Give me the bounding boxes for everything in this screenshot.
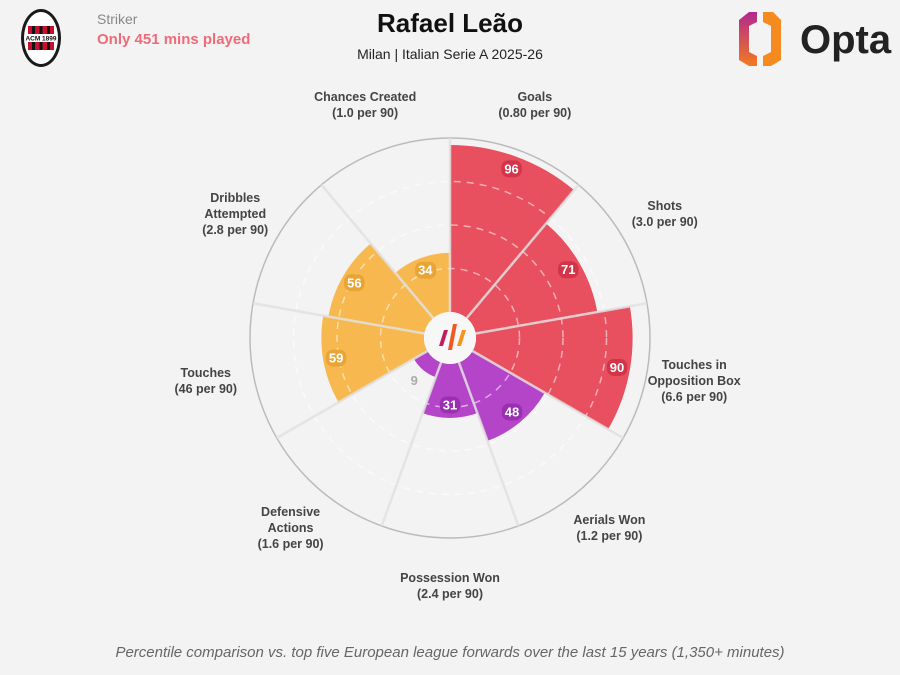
crest-text: ACM 1899 — [25, 36, 56, 43]
value-label: 31 — [443, 397, 457, 412]
category-label: Attempted — [204, 207, 266, 221]
bar-shots — [466, 223, 598, 334]
ring-75 — [292, 180, 608, 496]
spoke — [471, 349, 624, 440]
subtitle: Milan | Italian Serie A 2025-26 — [357, 46, 543, 62]
category-label: Actions — [268, 521, 314, 535]
opta-mark-icon — [439, 330, 448, 346]
value-badge — [415, 261, 437, 279]
category-label: (2.4 per 90) — [417, 587, 483, 601]
category-label: (46 per 90) — [175, 382, 238, 396]
category-label: Touches in — [662, 358, 727, 372]
bar-dribbles-attempted — [328, 243, 434, 334]
opta-mark-icon — [457, 330, 466, 346]
value-label: 96 — [504, 161, 518, 176]
category-label: Shots — [647, 199, 682, 213]
bar-touches-in-opposition-box — [472, 306, 633, 430]
bar-touches — [321, 315, 428, 403]
category-label: (0.80 per 90) — [498, 106, 571, 120]
category-label: Defensive — [261, 505, 320, 519]
ac-milan-crest: ACM 1899 — [21, 9, 61, 67]
category-label: (3.0 per 90) — [632, 215, 698, 229]
minutes-note: Only 451 mins played — [97, 31, 251, 48]
value-badge — [501, 160, 522, 178]
category-label: Goals — [517, 90, 552, 104]
spoke — [380, 362, 443, 527]
spoke — [475, 302, 648, 335]
category-label: Chances Created — [314, 90, 416, 104]
opta-mark-icon — [448, 324, 457, 350]
center-hub — [424, 312, 476, 364]
opta-brand: Opta — [800, 18, 892, 62]
value-badge — [558, 261, 579, 279]
value-badge — [439, 396, 461, 414]
category-label: Touches — [181, 366, 232, 380]
page-title: Rafael Leão — [377, 8, 523, 38]
value-badge — [325, 349, 347, 367]
value-label: 34 — [418, 263, 433, 278]
value-label: 56 — [347, 275, 361, 290]
category-label: (1.6 per 90) — [258, 537, 324, 551]
value-label: 71 — [561, 262, 575, 277]
category-label: (2.8 per 90) — [202, 223, 268, 237]
category-label: Opposition Box — [648, 374, 741, 388]
value-label: 9 — [411, 373, 418, 388]
spoke — [465, 183, 580, 319]
footnote: Percentile comparison vs. top five Europ… — [115, 644, 785, 661]
value-label: 90 — [610, 360, 624, 375]
value-badge — [606, 358, 628, 376]
value-label: 48 — [505, 404, 519, 419]
value-badge — [501, 403, 523, 421]
category-label: Aerials Won — [573, 513, 645, 527]
value-badge — [344, 274, 365, 292]
value-label: 59 — [329, 351, 343, 366]
ring-50 — [336, 224, 564, 452]
bar-defensive-actions — [413, 351, 442, 378]
spoke — [276, 349, 429, 440]
category-label: (1.2 per 90) — [576, 529, 642, 543]
spoke — [320, 183, 435, 319]
opta-logo-icon — [739, 12, 781, 66]
bar-goals — [450, 144, 575, 319]
category-label: Dribbles — [210, 191, 260, 205]
category-label: (6.6 per 90) — [661, 390, 727, 404]
spoke — [457, 362, 520, 527]
player-role: Striker — [97, 11, 138, 27]
category-label: (1.0 per 90) — [332, 106, 398, 120]
category-label: Possession Won — [400, 571, 500, 585]
spoke — [252, 302, 425, 335]
